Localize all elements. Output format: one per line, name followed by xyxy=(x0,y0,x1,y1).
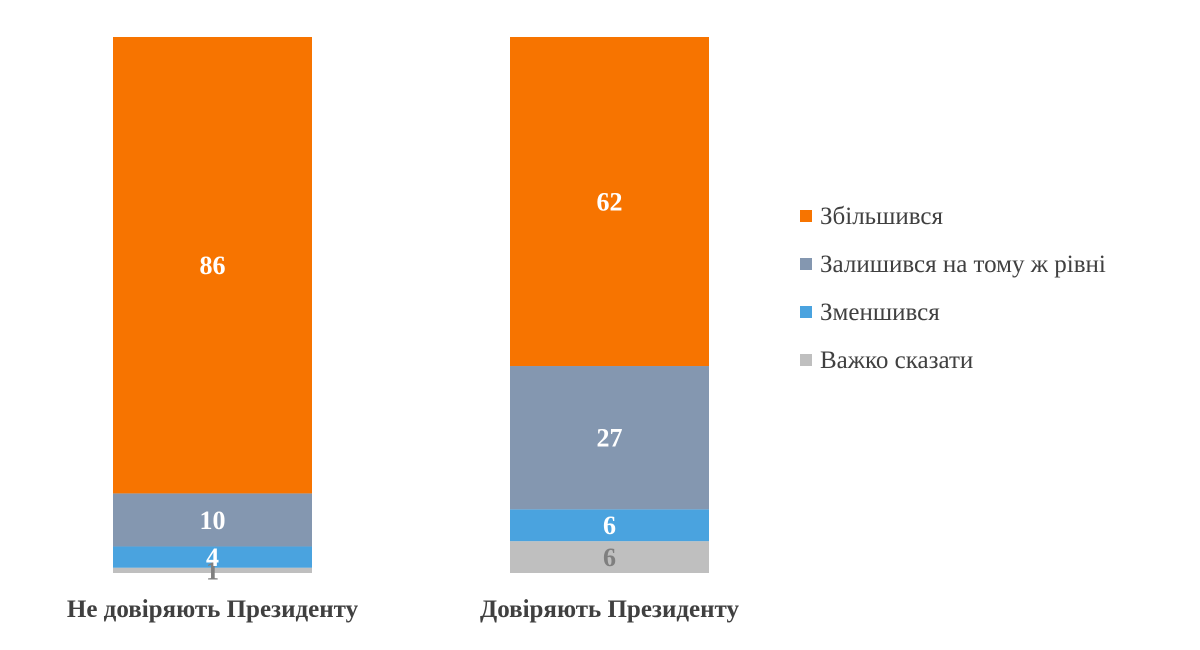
legend-swatch-1 xyxy=(800,210,812,222)
bar-segment-2-4 xyxy=(510,37,709,367)
bar-segment-1-4 xyxy=(113,37,312,494)
legend-label-1: Збільшився xyxy=(820,203,943,230)
bar-segment-2-3 xyxy=(510,366,709,510)
data-label-1-2: 4 xyxy=(206,543,219,572)
legend-label-3: Зменшився xyxy=(820,299,940,326)
legend-label-4: Важко сказати xyxy=(820,347,973,374)
bars-layer xyxy=(113,37,709,573)
legend-swatch-3 xyxy=(800,306,812,318)
data-label-1-4: 86 xyxy=(200,251,226,280)
legend-swatch-4 xyxy=(800,354,812,366)
bar-segment-1-1 xyxy=(113,567,312,573)
data-label-1-1: 1 xyxy=(206,556,219,585)
data-label-2-3: 27 xyxy=(597,424,623,453)
category-labels-layer: Не довіряють Президенту Довіряють Президе… xyxy=(67,596,740,623)
data-label-2-1: 6 xyxy=(603,543,616,572)
bar-segment-1-3 xyxy=(113,493,312,547)
segment-labels-layer: 14 10 86 6 6 27 62 xyxy=(200,188,623,586)
data-label-1-3: 10 xyxy=(200,506,226,535)
bar-segment-1-2 xyxy=(113,546,312,568)
category-label-2: Довіряють Президенту xyxy=(480,596,739,623)
category-label-1: Не довіряють Президенту xyxy=(67,596,359,623)
legend-label-2: Залишився на тому ж рівні xyxy=(820,251,1106,278)
data-label-2-2: 6 xyxy=(603,511,616,540)
bar-segment-2-2 xyxy=(510,509,709,542)
legend-swatch-2 xyxy=(800,258,812,270)
legend: Збільшився Залишився на тому ж рівні Зменш… xyxy=(800,203,1106,374)
data-label-2-4: 62 xyxy=(597,188,623,217)
bar-segment-2-1 xyxy=(510,541,709,573)
